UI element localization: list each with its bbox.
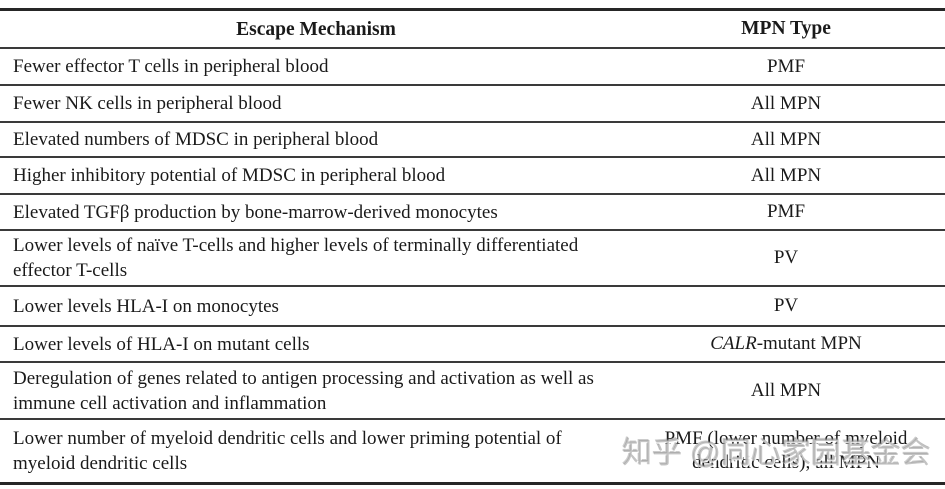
table-row: Elevated TGFβ production by bone-marrow-… [0,195,945,231]
table-row: Higher inhibitory potential of MDSC in p… [0,158,945,195]
mpn-type-cell: CALR-mutant MPN [627,330,945,358]
calr-gene-label: CALR [710,333,757,354]
escape-mechanism-column-header: Escape Mechanism [236,18,396,40]
mechanism-cell: Deregulation of genes related to antigen… [13,367,594,414]
mechanism-cell: Lower levels HLA-I on monocytes [13,295,279,317]
table-row: Lower number of myeloid dendritic cells … [0,420,945,482]
table-row: Deregulation of genes related to antigen… [0,363,945,420]
table-row: Lower levels HLA-I on monocytes PV [0,287,945,327]
table-header-row: Escape Mechanism MPN Type [0,11,945,49]
escape-mechanism-table: Escape Mechanism MPN Type Fewer effector… [0,8,945,485]
mpn-type-cell: All MPN [750,379,822,401]
mpn-type-cell: PMF [766,201,806,222]
mpn-type-cell: All MPN [750,92,822,114]
mechanism-cell: Higher inhibitory potential of MDSC in p… [13,165,446,186]
mpn-type-column-header: MPN Type [741,18,831,39]
mechanism-cell: Elevated numbers of MDSC in peripheral b… [13,129,379,150]
mechanism-cell: Lower levels of HLA-I on mutant cells [13,333,310,355]
table-row: Fewer NK cells in peripheral blood All M… [0,86,945,123]
table-row: Elevated numbers of MDSC in peripheral b… [0,123,945,158]
table-row: Lower levels of HLA-I on mutant cells CA… [0,327,945,363]
mpn-type-cell: PV [773,247,799,268]
mpn-type-cell: All MPN [750,164,822,186]
mechanism-cell: Fewer effector T cells in peripheral blo… [13,56,329,77]
mpn-type-cell: PMF (lower number of myeloid dendritic c… [664,428,908,473]
mpn-type-cell: PV [773,295,799,316]
mpn-type-text: -mutant MPN [756,333,862,354]
table-row: Fewer effector T cells in peripheral blo… [0,49,945,86]
mechanism-cell: Elevated TGFβ production by bone-marrow-… [13,201,498,223]
mechanism-cell: Lower levels of naïve T-cells and higher… [13,235,579,281]
mechanism-cell: Lower number of myeloid dendritic cells … [13,428,562,474]
mpn-type-cell: PMF [766,55,806,77]
mechanism-cell: Fewer NK cells in peripheral blood [13,93,282,114]
mpn-type-cell: All MPN [750,128,822,150]
table-row: Lower levels of naïve T-cells and higher… [0,231,945,287]
